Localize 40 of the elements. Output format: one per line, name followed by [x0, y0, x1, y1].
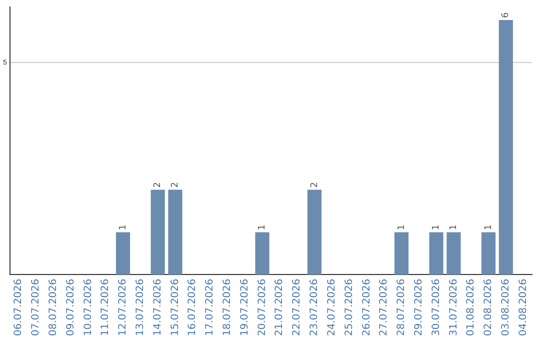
x-tick-label: 19.07.2026 — [239, 278, 250, 336]
x-tick-label: 30.07.2026 — [430, 278, 442, 336]
x-tick-label: 17.07.2026 — [204, 278, 216, 336]
data-label: 1 — [396, 224, 407, 230]
x-tick-label: 25.07.2026 — [344, 278, 355, 336]
x-tick-label: 13.07.2026 — [135, 278, 146, 336]
data-label: 1 — [484, 224, 494, 230]
x-tick-label: 15.07.2026 — [170, 278, 181, 336]
data-label: 2 — [170, 182, 181, 188]
x-tick-label: 22.07.2026 — [292, 278, 303, 336]
x-tick-label: 31.07.2026 — [448, 278, 460, 336]
x-tick-label: 28.07.2026 — [396, 278, 408, 336]
data-label: 2 — [153, 182, 164, 188]
x-tick-label: 04.08.2026 — [518, 278, 529, 336]
x-tick-label: 29.07.2026 — [413, 278, 424, 336]
x-tick-label: 07.07.2026 — [30, 278, 42, 336]
data-label: 6 — [501, 12, 512, 18]
x-tick-label: 26.07.2026 — [361, 278, 372, 336]
x-tick-label: 02.08.2026 — [483, 278, 494, 336]
x-tick-label: 18.07.2026 — [222, 278, 234, 336]
data-label: 2 — [310, 182, 320, 188]
x-tick-label: 08.07.2026 — [48, 278, 59, 336]
x-tick-label: 24.07.2026 — [326, 278, 338, 336]
data-label: 1 — [118, 224, 128, 230]
x-tick-label: 16.07.2026 — [187, 278, 198, 336]
x-tick-label: 09.07.2026 — [65, 278, 76, 336]
data-label: 1 — [432, 224, 442, 230]
x-tick-label: 03.08.2026 — [500, 278, 512, 336]
data-label: 1 — [258, 224, 268, 230]
x-tick-label: 14.07.2026 — [152, 278, 164, 336]
x-tick-label: 01.08.2026 — [466, 278, 477, 336]
x-tick-label: 20.07.2026 — [256, 278, 268, 336]
x-tick-label: 12.07.2026 — [118, 278, 129, 336]
x-tick-label: 11.07.2026 — [100, 278, 112, 336]
x-tick-label: 27.07.2026 — [378, 278, 390, 336]
x-tick-label: 21.07.2026 — [274, 278, 286, 336]
data-label: 1 — [449, 224, 460, 230]
x-tick-label: 10.07.2026 — [82, 278, 94, 336]
x-tick-label: 23.07.2026 — [309, 278, 320, 336]
x-tick-label: 06.07.2026 — [13, 278, 24, 336]
